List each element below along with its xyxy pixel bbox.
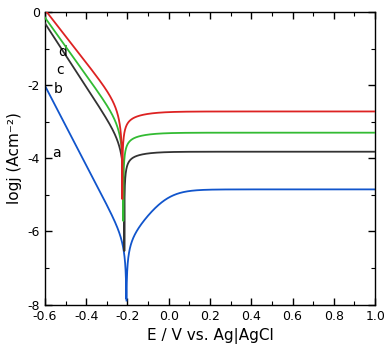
Text: c: c: [56, 64, 64, 78]
Text: b: b: [54, 82, 63, 96]
Y-axis label: logj (Acm⁻²): logj (Acm⁻²): [7, 112, 22, 204]
Text: a: a: [52, 146, 61, 160]
Text: d: d: [58, 45, 67, 59]
X-axis label: E / V vs. Ag|AgCl: E / V vs. Ag|AgCl: [147, 328, 273, 344]
